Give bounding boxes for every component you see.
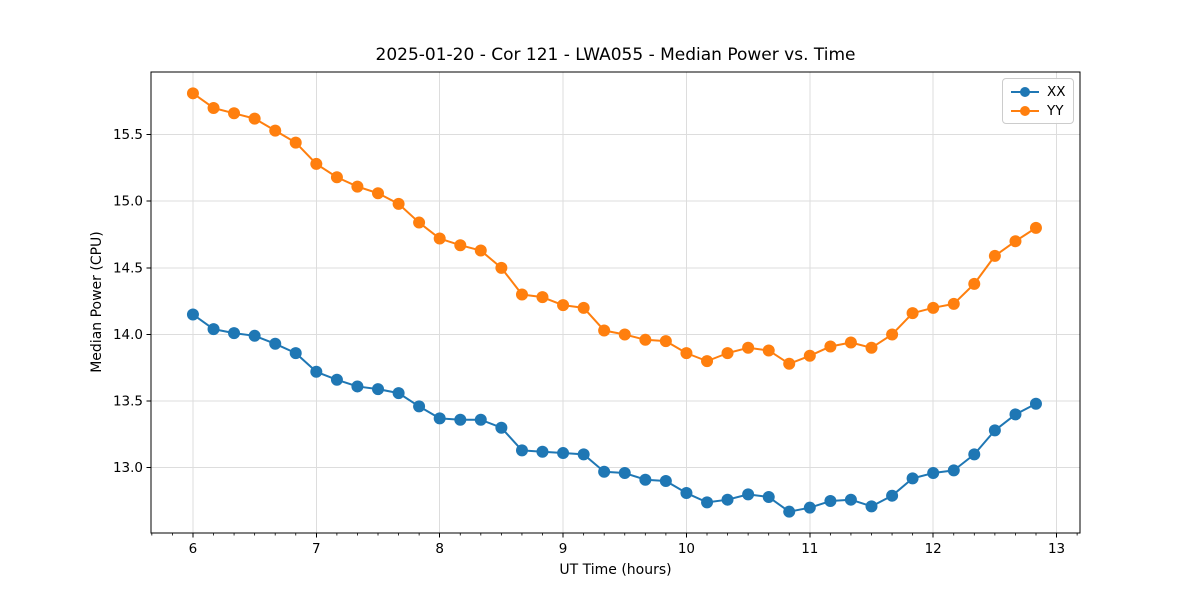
legend-label-yy: YY	[1047, 102, 1064, 119]
svg-text:10: 10	[678, 541, 695, 557]
legend-label-xx: XX	[1047, 83, 1066, 100]
svg-text:13.0: 13.0	[113, 460, 143, 476]
svg-text:14.0: 14.0	[113, 327, 143, 343]
svg-text:12: 12	[925, 541, 942, 557]
svg-text:15.0: 15.0	[113, 194, 143, 210]
svg-text:7: 7	[312, 541, 321, 557]
svg-text:8: 8	[435, 541, 444, 557]
svg-text:13.5: 13.5	[113, 394, 143, 410]
svg-text:6: 6	[189, 541, 198, 557]
legend-item-xx: XX	[1010, 85, 1066, 99]
svg-text:14.5: 14.5	[113, 260, 143, 276]
x-axis-label: UT Time (hours)	[559, 562, 672, 578]
svg-text:15.5: 15.5	[113, 127, 143, 143]
legend-line-sample-xx	[1011, 86, 1039, 97]
svg-text:9: 9	[559, 541, 568, 557]
svg-text:13: 13	[1048, 541, 1065, 557]
legend-line-sample-yy	[1011, 105, 1039, 116]
legend: XX YY	[1002, 78, 1074, 124]
legend-item-yy: YY	[1010, 104, 1066, 118]
svg-text:11: 11	[801, 541, 818, 557]
y-axis-label: Median Power (CPU)	[89, 231, 105, 373]
chart-title: 2025-01-20 - Cor 121 - LWA055 - Median P…	[375, 45, 856, 65]
